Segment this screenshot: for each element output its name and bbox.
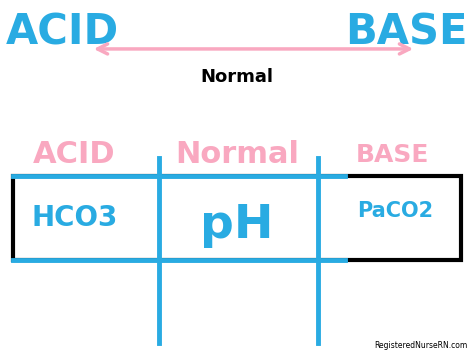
Bar: [13, 176, 461, 260]
Text: ACID: ACID: [33, 140, 116, 169]
Text: BASE: BASE: [356, 143, 429, 166]
Text: Normal: Normal: [175, 140, 299, 169]
Text: PaCO2: PaCO2: [357, 201, 433, 221]
Text: Normal: Normal: [201, 68, 273, 86]
Text: pH: pH: [200, 203, 274, 247]
Text: BASE: BASE: [346, 12, 468, 54]
Text: RegisteredNurseRN.com: RegisteredNurseRN.com: [374, 341, 468, 350]
Text: ACID: ACID: [6, 12, 119, 54]
Text: HCO3: HCO3: [31, 204, 118, 232]
